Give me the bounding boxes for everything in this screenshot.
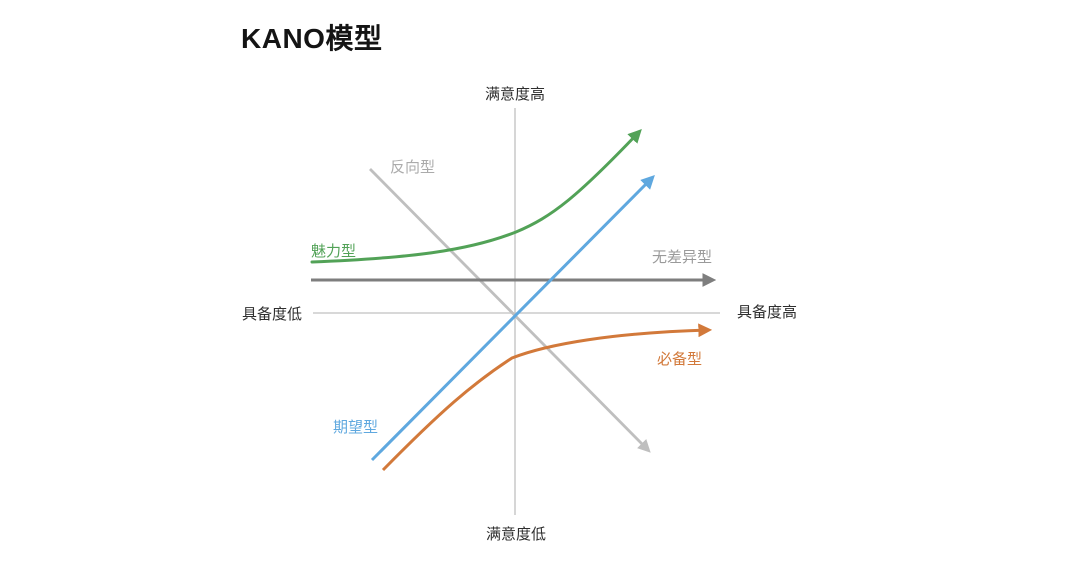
- x-axis-label-high: 具备度高: [737, 304, 797, 321]
- expected-curve-label: 期望型: [333, 419, 378, 436]
- page-title: KANO模型: [241, 23, 383, 54]
- reverse-curve-label: 反向型: [390, 159, 435, 176]
- x-axis-label-low: 具备度低: [242, 306, 302, 323]
- must-be-curve-label: 必备型: [657, 351, 702, 368]
- y-axis-label-high: 满意度高: [485, 85, 545, 103]
- attractive-curve-label: 魅力型: [311, 243, 356, 260]
- y-axis-label-low: 满意度低: [486, 525, 546, 543]
- reverse-curve: [369, 168, 651, 453]
- must-be-curve: [381, 323, 713, 472]
- expected-curve: [370, 175, 655, 462]
- attractive-curve: [310, 129, 642, 264]
- indifferent-curve-label: 无差异型: [652, 249, 712, 266]
